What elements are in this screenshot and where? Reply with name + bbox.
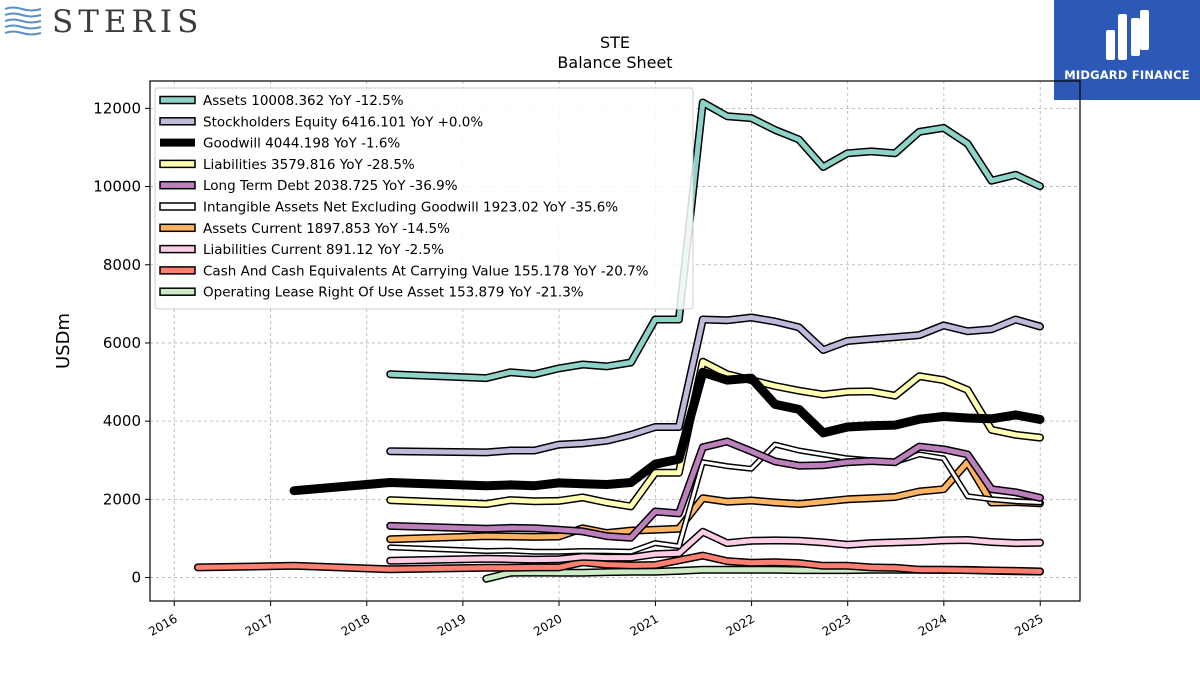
legend-swatch	[159, 266, 196, 275]
x-tick-label: 2024	[916, 611, 949, 638]
series-1	[386, 313, 1044, 457]
legend-item: Goodwill 4044.198 YoY -1.6%	[160, 136, 400, 152]
legend-swatch	[159, 202, 196, 211]
legend-label: Liabilities Current 891.12 YoY -2.5%	[203, 242, 444, 258]
legend-item: Long Term Debt 2038.725 YoY -36.9%	[159, 178, 458, 194]
x-tick-label: 2016	[146, 611, 179, 638]
series-line	[195, 553, 1043, 574]
company-logo-text: STERIS	[52, 4, 204, 40]
legend: Assets 10008.362 YoY -12.5% Stockholders …	[154, 87, 694, 310]
midgard-finance-badge: MIDGARD FINANCE	[1054, 0, 1200, 100]
legend-label: Goodwill 4044.198 YoY -1.6%	[203, 136, 400, 152]
series-layer	[193, 98, 1045, 583]
legend-item: Cash And Cash Equivalents At Carrying Va…	[159, 263, 649, 279]
y-tick-label: 12000	[93, 99, 141, 117]
legend-label: Assets Current 1897.853 YoY -14.5%	[203, 221, 450, 237]
chart-subtitle: Balance Sheet	[557, 53, 672, 72]
x-tick-label: 2017	[243, 611, 276, 638]
legend-item: Assets 10008.362 YoY -12.5%	[159, 93, 404, 109]
x-tick-label: 2025	[1012, 611, 1045, 638]
series-line	[388, 443, 1042, 554]
legend-swatch	[159, 287, 196, 296]
series-line	[387, 100, 1043, 381]
legend-swatch	[160, 138, 195, 147]
x-tick-label: 2021	[627, 611, 660, 638]
series-outline	[386, 313, 1044, 457]
y-axis-label: USDm	[53, 313, 74, 369]
legend-item: Stockholders Equity 6416.101 YoY +0.0%	[159, 114, 483, 130]
series-7	[386, 527, 1044, 565]
series-8	[193, 551, 1044, 576]
chart-title: STE	[600, 33, 630, 52]
series-line	[387, 315, 1043, 455]
series-line	[289, 367, 1045, 496]
series-0	[386, 98, 1044, 383]
legend-item: Liabilities 3579.816 YoY -28.5%	[159, 157, 415, 173]
y-tick-label: 2000	[103, 490, 141, 508]
legend-label: Liabilities 3579.816 YoY -28.5%	[203, 157, 415, 173]
series-2	[289, 367, 1045, 496]
legend-swatch	[159, 95, 196, 105]
badge-text: MIDGARD FINANCE	[1064, 68, 1190, 82]
x-tick-label: 2019	[435, 611, 468, 638]
legend-label: Assets 10008.362 YoY -12.5%	[203, 93, 404, 109]
legend-swatch	[159, 117, 196, 126]
legend-label: Operating Lease Right Of Use Asset 153.8…	[203, 285, 584, 301]
x-tick-label: 2023	[820, 611, 853, 638]
legend-swatch	[159, 159, 196, 169]
series-line	[387, 529, 1043, 564]
y-tick-label: 4000	[103, 412, 141, 430]
legend-label: Intangible Assets Net Excluding Goodwill…	[203, 200, 618, 216]
x-tick-label: 2018	[339, 611, 372, 638]
company-logo: STERIS	[4, 4, 203, 40]
legend-box	[154, 87, 694, 310]
legend-item: Intangible Assets Net Excluding Goodwill…	[159, 200, 618, 216]
series-5	[387, 441, 1043, 555]
plot-frame	[149, 80, 1081, 602]
steris-wave-icon	[4, 6, 42, 36]
legend-item: Liabilities Current 891.12 YoY -2.5%	[159, 242, 444, 258]
legend-item: Operating Lease Right Of Use Asset 153.8…	[159, 285, 584, 301]
legend-label: Long Term Debt 2038.725 YoY -36.9%	[203, 178, 458, 194]
series-line	[387, 459, 1043, 542]
x-axis: 2016 2017 2018 2019 2020 2021 2022 2023 2024 2025	[146, 601, 1046, 639]
y-tick-label: 8000	[103, 256, 141, 274]
legend-item: Assets Current 1897.853 YoY -14.5%	[159, 221, 450, 237]
y-tick-label: 6000	[103, 334, 141, 352]
y-axis: 0 2000 4000 6000 8000 10000 12000	[93, 99, 150, 587]
legend-swatch	[159, 244, 196, 254]
legend-swatch	[159, 180, 196, 190]
midgard-logo-icon	[1106, 10, 1149, 60]
y-tick-label: 10000	[93, 178, 141, 196]
legend-swatch	[159, 223, 196, 233]
legend-label: Cash And Cash Equivalents At Carrying Va…	[203, 263, 649, 279]
y-tick-label: 0	[131, 569, 141, 587]
x-tick-label: 2020	[531, 611, 564, 638]
series-line	[387, 439, 1043, 541]
series-4	[386, 437, 1044, 542]
legend-label: Stockholders Equity 6416.101 YoY +0.0%	[203, 114, 483, 130]
series-6	[386, 458, 1044, 544]
x-tick-label: 2022	[724, 611, 757, 638]
